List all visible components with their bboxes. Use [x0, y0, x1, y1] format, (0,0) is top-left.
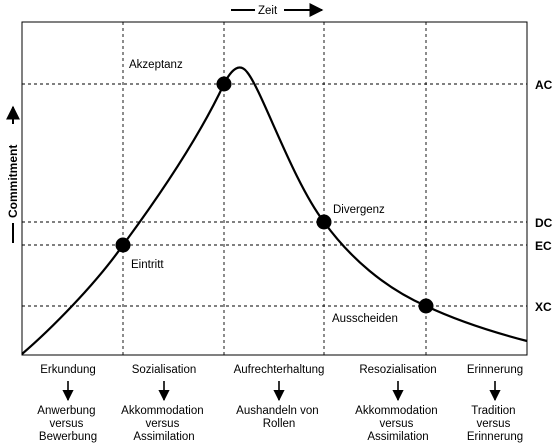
point-ausscheiden [418, 298, 434, 314]
phase-desc-1-line-3: Bewerbung [39, 431, 97, 443]
phase-desc-5-line-3: Erinnerung [467, 431, 523, 443]
phase-desc-4-line-2: versus [379, 418, 413, 430]
level-label-xc: XC [535, 300, 552, 314]
phase-desc-3: Aushandeln von Rollen [236, 405, 322, 430]
phase-desc-4: Akkommodation versus Assimilation [355, 405, 441, 443]
phase-names: Erkundung Sozialisation Aufrechterhaltun… [40, 364, 523, 376]
point-divergenz [316, 214, 332, 230]
key-points [115, 76, 434, 314]
level-label-ec: EC [535, 239, 552, 253]
phase-name-3: Aufrechterhaltung [234, 364, 325, 376]
phase-arrows [62, 381, 501, 402]
commitment-axis: Commitment [5, 105, 20, 243]
commitment-curve [21, 66, 528, 355]
level-labels: AC DC EC XC [535, 78, 553, 314]
phase-desc-2-line-1: Akkommodation [121, 405, 203, 417]
plot-frame [21, 21, 528, 356]
level-label-ac: AC [535, 78, 553, 92]
phase-desc-1-line-2: versus [49, 418, 83, 430]
time-axis-label: Zeit [258, 5, 278, 17]
phase-name-1: Erkundung [40, 364, 96, 376]
phase-name-2: Sozialisation [132, 364, 197, 376]
point-akzeptanz [216, 76, 232, 92]
point-label-akzeptanz: Akzeptanz [129, 59, 183, 71]
phase-desc-4-line-3: Assimilation [367, 431, 428, 443]
point-labels: Eintritt Akzeptanz Divergenz Ausscheiden [129, 59, 398, 325]
point-label-divergenz: Divergenz [333, 204, 385, 216]
phase-name-5: Erinnerung [467, 364, 523, 376]
commitment-axis-label: Commitment [6, 145, 20, 218]
phase-descriptions: Anwerbung versus Bewerbung Akkommodation… [37, 405, 523, 443]
phase-dividers [122, 22, 427, 355]
phase-desc-5-line-1: Tradition [471, 405, 515, 417]
phase-desc-5-line-2: versus [476, 418, 510, 430]
phase-desc-1-line-1: Anwerbung [37, 405, 95, 417]
phase-desc-2-line-3: Assimilation [133, 431, 194, 443]
phase-name-4: Resozialisation [359, 364, 436, 376]
point-eintritt [115, 237, 131, 253]
phase-desc-2-line-2: versus [145, 418, 179, 430]
time-axis: Zeit [231, 3, 324, 17]
phase-desc-5: Tradition versus Erinnerung [467, 405, 523, 443]
point-label-eintritt: Eintritt [131, 259, 164, 271]
point-label-ausscheiden: Ausscheiden [332, 313, 398, 325]
phase-desc-1: Anwerbung versus Bewerbung [37, 405, 98, 443]
phase-desc-2: Akkommodation versus Assimilation [121, 405, 207, 443]
level-lines [22, 83, 527, 307]
phase-desc-4-line-1: Akkommodation [355, 405, 437, 417]
level-label-dc: DC [535, 216, 553, 230]
phase-desc-3-line-1: Aushandeln von [236, 405, 318, 417]
phase-desc-3-line-2: Rollen [263, 418, 296, 430]
